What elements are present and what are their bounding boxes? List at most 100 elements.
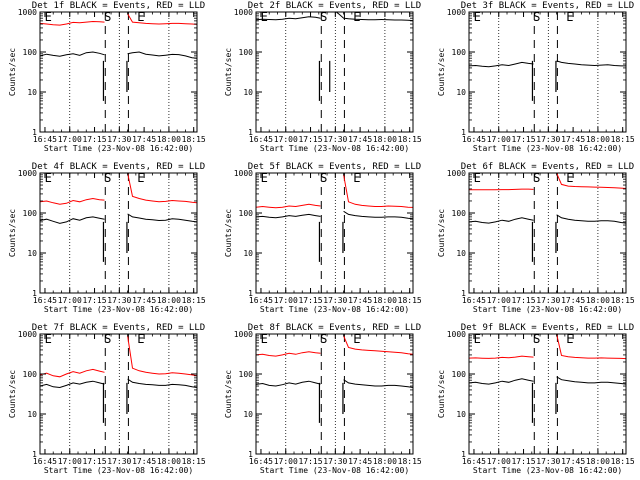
y-axis-label: Counts/sec: [224, 370, 233, 418]
event-marker-label: E: [566, 171, 573, 185]
series-lld: [469, 334, 626, 360]
plot-frame: [468, 333, 627, 455]
chart-panel-2: Det 2f BLACK = Events, RED = LLD 1 10 100 10…: [224, 1, 422, 153]
series-events: [469, 60, 626, 68]
series-lld: [256, 174, 413, 209]
y-tick-label: 100: [239, 370, 254, 379]
event-marker-label: E: [566, 10, 573, 24]
x-tick-label: 17:00: [58, 296, 82, 305]
chart-title: Det 4f BLACK = Events, RED = LLD: [32, 162, 205, 172]
chart-panel-3: Det 3f BLACK = Events, RED = LLD 1 10 100 10…: [437, 1, 635, 153]
x-tick-label: 18:15: [398, 457, 422, 466]
x-tick-label: 17:00: [274, 135, 298, 144]
chart-panel-8: Det 8f BLACK = Events, RED = LLD 1 10 100 10…: [224, 323, 422, 475]
x-tick-label: 16:45: [33, 296, 57, 305]
x-tick-label: 17:15: [511, 296, 535, 305]
y-tick-label: 1: [32, 289, 37, 298]
event-marker-label: S: [104, 171, 111, 185]
x-tick-label: 17:15: [511, 457, 535, 466]
chart-panel-6: Det 6f BLACK = Events, RED = LLD 1 10 100 10…: [437, 162, 635, 314]
x-tick-label: 18:00: [157, 135, 181, 144]
x-tick-label: 16:45: [249, 457, 273, 466]
series-events: [469, 214, 626, 224]
x-tick-label: 16:45: [462, 135, 486, 144]
chart-panel-4: Det 4f BLACK = Events, RED = LLD 1 10 100 10…: [8, 162, 206, 314]
x-tick-label: 18:00: [586, 135, 610, 144]
x-tick-label: 17:30: [323, 135, 347, 144]
x-axis-label: Start Time (23-Nov-08 16:42:00): [44, 144, 193, 153]
plot-frame: [468, 172, 627, 294]
x-tick-label: 16:45: [33, 135, 57, 144]
x-tick-label: 17:30: [107, 296, 131, 305]
x-tick-label: 17:30: [536, 135, 560, 144]
x-tick-label: 17:30: [107, 135, 131, 144]
x-axis-label: Start Time (23-Nov-08 16:42:00): [44, 305, 193, 314]
x-tick-label: 18:00: [373, 457, 397, 466]
y-tick-label: 10: [27, 88, 37, 97]
event-marker-label: S: [320, 171, 327, 185]
x-axis-label: Start Time (23-Nov-08 16:42:00): [44, 466, 193, 475]
plot-frame: [39, 11, 198, 133]
chart-title: Det 9f BLACK = Events, RED = LLD: [461, 323, 634, 333]
event-marker-label: E: [353, 332, 360, 346]
y-tick-label: 10: [243, 410, 253, 419]
plot-frame: [468, 11, 627, 133]
chart-panel-7: Det 7f BLACK = Events, RED = LLD 1 10 100 10…: [8, 323, 206, 475]
y-tick-label: 100: [452, 48, 467, 57]
y-tick-label: 1: [461, 450, 466, 459]
x-tick-label: 18:00: [157, 457, 181, 466]
x-tick-label: 16:45: [33, 457, 57, 466]
y-axis-label: Counts/sec: [437, 209, 446, 257]
chart-title: Det 5f BLACK = Events, RED = LLD: [248, 162, 421, 172]
x-tick-label: 17:45: [132, 457, 156, 466]
y-tick-label: 10: [27, 249, 37, 258]
x-tick-label: 16:45: [249, 296, 273, 305]
x-axis-label: Start Time (23-Nov-08 16:42:00): [260, 144, 409, 153]
chart-title: Det 3f BLACK = Events, RED = LLD: [461, 1, 634, 11]
series-lld: [40, 13, 197, 26]
x-axis-label: Start Time (23-Nov-08 16:42:00): [473, 144, 622, 153]
chart-title: Det 6f BLACK = Events, RED = LLD: [461, 162, 634, 172]
y-axis-label: Counts/sec: [224, 48, 233, 96]
series-lld: [40, 173, 197, 205]
event-marker-label: E: [261, 332, 268, 346]
x-tick-label: 17:00: [274, 457, 298, 466]
x-tick-label: 18:15: [182, 296, 206, 305]
series-lld: [40, 335, 197, 378]
x-tick-label: 18:15: [182, 457, 206, 466]
x-tick-label: 18:15: [398, 296, 422, 305]
x-tick-label: 17:45: [348, 457, 372, 466]
x-tick-label: 17:15: [298, 457, 322, 466]
series-events: [40, 213, 197, 224]
event-marker-label: E: [474, 332, 481, 346]
chart-panel-5: Det 5f BLACK = Events, RED = LLD 1 10 100 10…: [224, 162, 422, 314]
y-tick-label: 1000: [447, 8, 466, 17]
event-marker-label: S: [320, 10, 327, 24]
y-tick-label: 100: [452, 370, 467, 379]
event-marker-label: E: [474, 10, 481, 24]
y-axis-label: Counts/sec: [8, 370, 17, 418]
x-tick-label: 18:00: [157, 296, 181, 305]
event-marker-label: E: [261, 10, 268, 24]
event-marker-label: S: [320, 332, 327, 346]
event-marker-label: E: [137, 332, 144, 346]
y-tick-label: 1000: [18, 169, 37, 178]
event-marker-label: E: [137, 171, 144, 185]
event-marker-label: S: [533, 332, 540, 346]
x-tick-label: 18:15: [611, 296, 635, 305]
y-tick-label: 1000: [234, 8, 253, 17]
y-tick-label: 10: [456, 249, 466, 258]
series-events: [256, 210, 413, 220]
y-tick-label: 100: [239, 209, 254, 218]
y-tick-label: 1: [248, 289, 253, 298]
x-axis-label: Start Time (23-Nov-08 16:42:00): [473, 466, 622, 475]
x-tick-label: 17:15: [511, 135, 535, 144]
x-tick-label: 17:30: [107, 457, 131, 466]
y-tick-label: 10: [243, 249, 253, 258]
x-tick-label: 18:15: [611, 135, 635, 144]
y-axis-label: Counts/sec: [437, 48, 446, 96]
x-tick-label: 18:00: [373, 296, 397, 305]
chart-panel-1: Det 1f BLACK = Events, RED = LLD 1 10 100 10…: [8, 1, 206, 153]
chart-title: Det 8f BLACK = Events, RED = LLD: [248, 323, 421, 333]
y-tick-label: 1: [32, 450, 37, 459]
